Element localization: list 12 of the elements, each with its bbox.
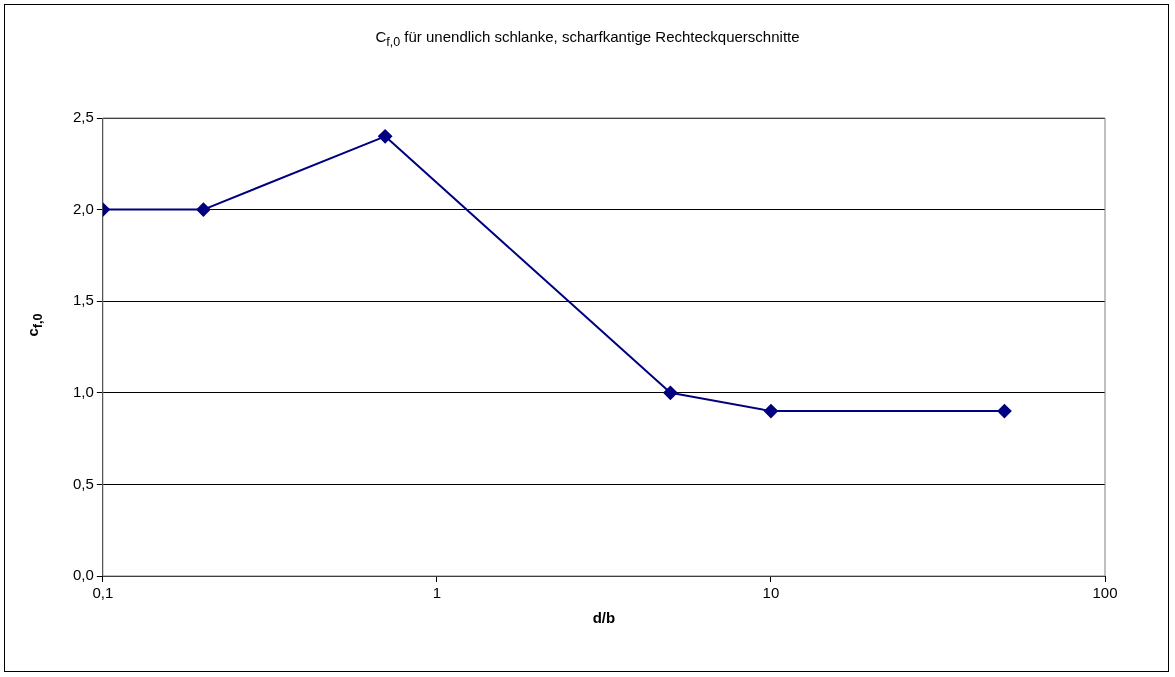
x-tick-label: 0,1 [92, 584, 114, 602]
x-tick-label: 1 [432, 584, 442, 602]
x-tick-label: 10 [762, 584, 780, 602]
y-tick-label: 1,0 [72, 382, 94, 400]
chart-title: C$_{f,0}$ für unendlich schlanke, scharfkantige Rechteckquerschnitte [374, 28, 801, 49]
y-tick-label: 1,5 [72, 291, 94, 309]
x-axis-title: d/b [592, 609, 616, 627]
x-tick-label: 100 [1092, 584, 1118, 602]
y-tick-label: 2,0 [72, 199, 94, 217]
y-tick-label: 0,5 [72, 474, 94, 492]
y-tick-label: 2,5 [72, 108, 94, 126]
y-tick-label: 0,0 [72, 566, 94, 584]
